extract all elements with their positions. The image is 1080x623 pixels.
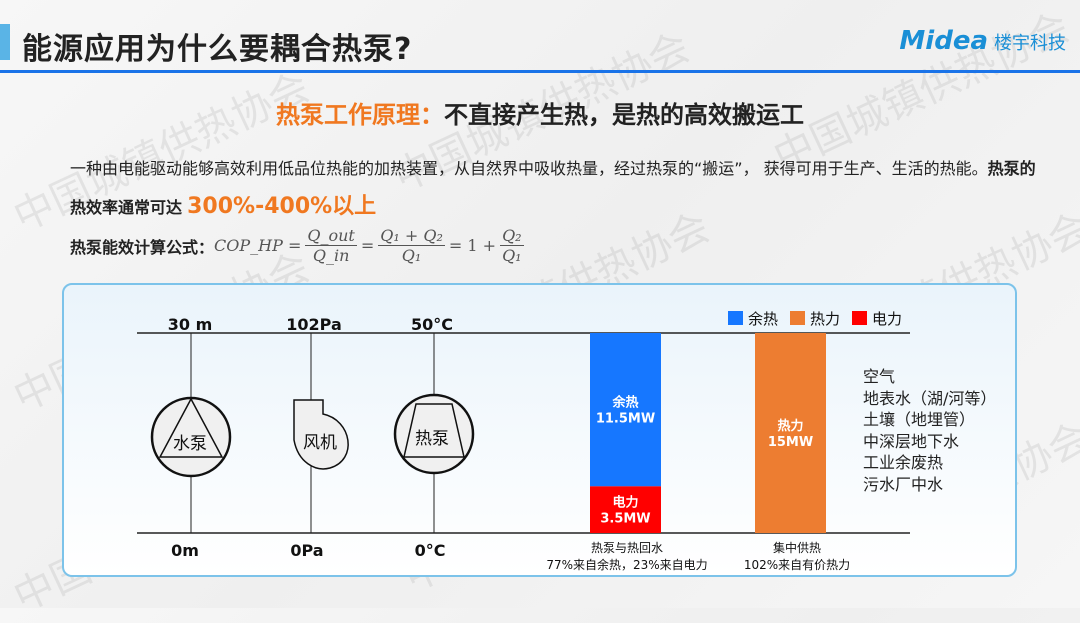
numerator: Q₂ <box>500 226 524 246</box>
subtitle: 热泵工作原理：不直接产生热，是热的高效搬运工 <box>0 95 1080 130</box>
bar-segment-label: 电力 <box>612 495 638 511</box>
denominator: Q₁ <box>401 246 422 265</box>
title-accent-bar <box>0 24 10 60</box>
formula-label: 热泵能效计算公式： <box>70 237 215 257</box>
legend-swatch-waste-heat <box>728 311 743 325</box>
bar-caption: 集中供热 <box>773 540 821 555</box>
logo: Midea 楼宇科技 <box>899 26 1066 56</box>
pump-bottom-label: 0m <box>171 541 199 560</box>
fan-top-label: 102Pa <box>286 315 342 334</box>
list-item: 土壤（地埋管） <box>863 410 976 429</box>
bar-segment-label: 11.5MW <box>596 412 655 427</box>
legend-swatch-heat <box>790 311 805 325</box>
equals: = <box>360 236 375 255</box>
bar-segment <box>755 333 826 533</box>
heatpump-trapezoid <box>403 403 465 458</box>
denominator: Q_in <box>312 246 350 265</box>
formula-lhs: COP_HP = <box>214 236 302 255</box>
equals: = 1 + <box>448 236 497 255</box>
fan-name: 风机 <box>303 433 337 453</box>
logo-brand: Midea <box>899 26 988 56</box>
fan-bottom-label: 0Pa <box>290 541 323 560</box>
pump-triangle <box>158 397 224 458</box>
list-item: 污水厂中水 <box>863 474 944 494</box>
denominator: Q₁ <box>502 246 522 265</box>
list-item: 中深层地下水 <box>863 431 960 451</box>
fraction: Q_out Q_in <box>305 226 357 265</box>
logo-sub: 楼宇科技 <box>994 33 1066 54</box>
subtitle-highlight: 热泵工作原理： <box>276 101 444 129</box>
bar-segment <box>590 333 661 487</box>
bar-segment-label: 15MW <box>768 435 813 450</box>
legend-waste-heat: 余热 <box>748 310 778 328</box>
fraction: Q₁ + Q₂ Q₁ <box>378 226 445 265</box>
list-item: 工业余废热 <box>863 453 944 472</box>
efficiency-highlight: 300%-400%以上 <box>187 194 377 219</box>
description-text: 一种由电能驱动能够高效利用低品位热能的加热装置，从自然界中吸收热量，经过热泵的“… <box>70 159 988 178</box>
header-divider <box>0 70 1080 73</box>
bar-caption: 热泵与热回水 <box>591 541 663 555</box>
bar-caption: 77%来自余热，23%来自电力 <box>546 557 707 572</box>
heatpump-icon <box>393 393 475 475</box>
pump-name: 水泵 <box>173 434 207 454</box>
page-title: 能源应用为什么要耦合热泵? <box>22 32 413 67</box>
legend-power: 电力 <box>872 310 902 328</box>
description: 一种由电能驱动能够高效利用低品位热能的加热装置，从自然界中吸收热量，经过热泵的“… <box>70 150 1045 227</box>
heat-source-list: 空气 地表水（湖/河等） 土壤（地埋管） 中深层地下水 工业余废热 污水厂中水 <box>863 366 996 495</box>
pump-top-label: 30 m <box>168 315 213 334</box>
heatpump-bottom-label: 0°C <box>415 541 446 560</box>
legend-swatch-power <box>852 311 867 325</box>
cop-formula: 热泵能效计算公式： COP_HP = Q_out Q_in = Q₁ + Q₂ Q₁… <box>70 226 528 265</box>
fan-icon <box>293 399 349 470</box>
numerator: Q_out <box>305 226 357 246</box>
bar-caption: 102%来自有价热力 <box>744 558 850 572</box>
heatpump-top-label: 50°C <box>411 315 453 334</box>
bar-segment-label: 余热 <box>611 395 638 411</box>
bar-segment-label: 3.5MW <box>600 512 650 527</box>
list-item: 空气 <box>863 367 896 386</box>
description-bold: 热泵的热效率通常可达 <box>70 159 1036 217</box>
numerator: Q₁ + Q₂ <box>378 226 445 246</box>
energy-diagram: 30 m 102Pa 50°C 0m 0Pa 0°C 水泵 风机 热泵 余热 热… <box>137 310 910 572</box>
subtitle-rest: 不直接产生热，是热的高效搬运工 <box>444 101 804 129</box>
fraction: Q₂ Q₁ <box>500 226 524 265</box>
bar-segment <box>590 486 661 533</box>
heatpump-name: 热泵 <box>415 429 449 449</box>
bar-segment-label: 热力 <box>777 418 803 434</box>
list-item: 地表水（湖/河等） <box>863 388 997 408</box>
legend-heat: 热力 <box>810 310 840 328</box>
